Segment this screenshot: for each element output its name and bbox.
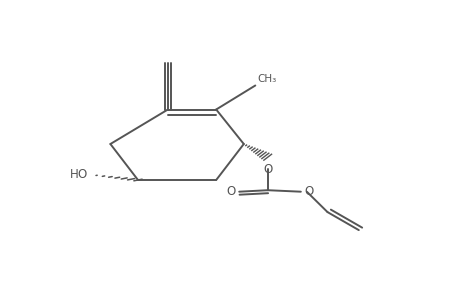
Text: H: H xyxy=(69,168,78,181)
Text: O: O xyxy=(303,185,313,198)
Text: CH₃: CH₃ xyxy=(257,74,276,84)
Text: O: O xyxy=(78,168,87,181)
Text: O: O xyxy=(226,185,235,198)
Text: O: O xyxy=(263,163,272,176)
